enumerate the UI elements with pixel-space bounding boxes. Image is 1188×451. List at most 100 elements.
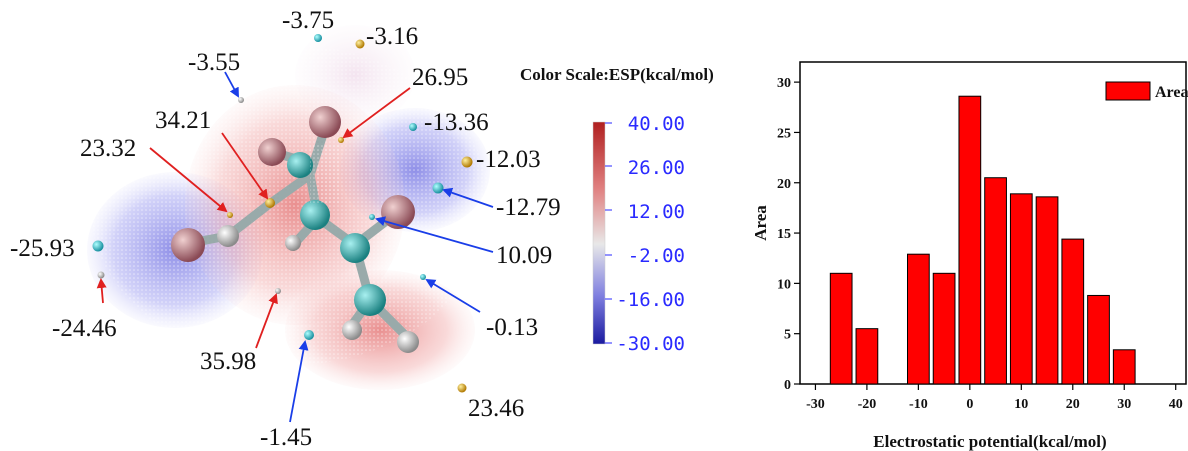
atom-surface-dots	[310, 145, 340, 205]
y-tick-label: 0	[784, 378, 791, 393]
esp-label: -13.36	[424, 109, 489, 136]
esp-label: -12.03	[476, 146, 541, 173]
y-axis-label: Area	[751, 205, 770, 241]
histogram-bars	[829, 95, 1136, 385]
esp-label: -3.75	[282, 7, 334, 34]
oxygen-atom	[309, 106, 341, 138]
x-axis-label: Electrostatic potential(kcal/mol)	[873, 432, 1106, 451]
arrow-red	[149, 147, 228, 213]
histogram-bar	[1112, 349, 1136, 385]
esp-extrema-markers	[92, 34, 473, 393]
esp-label: 10.09	[496, 242, 552, 269]
y-tick-label: 25	[777, 126, 791, 141]
legend: Area	[1105, 81, 1188, 101]
carbon-atom	[340, 233, 370, 263]
hydrogen-atom	[217, 225, 239, 247]
esp-label: 26.95	[412, 64, 468, 91]
color-scale-tick: -30.00	[616, 333, 685, 355]
histogram-bar	[1087, 294, 1110, 385]
x-axis-ticks: -30 -20 -10 0 10 20 30 40	[806, 384, 1183, 412]
color-scale-title: Color Scale:ESP(kcal/mol)	[520, 65, 714, 84]
arrow-blue	[425, 278, 481, 313]
histogram-bar	[1061, 238, 1085, 385]
esp-label: -3.55	[188, 49, 240, 76]
carbon-atom	[300, 200, 330, 230]
minimum-marker	[432, 182, 444, 194]
y-tick-label: 20	[777, 177, 791, 192]
x-tick-label: 0	[966, 397, 973, 412]
y-tick-label: 5	[784, 328, 791, 343]
esp-label: 34.21	[155, 107, 211, 134]
esp-label: -1.45	[260, 424, 312, 451]
minimum-marker	[238, 97, 244, 103]
oxygen-atom	[171, 228, 205, 262]
molecule-atoms	[171, 106, 419, 353]
esp-label: -12.79	[496, 194, 561, 221]
color-scale-bar	[592, 121, 606, 345]
y-axis-ticks: 0 5 10 15 20 25 30	[777, 76, 800, 393]
color-scale-tick: -16.00	[616, 289, 685, 311]
x-tick-label: 40	[1169, 397, 1183, 412]
minimum-marker	[92, 240, 104, 252]
maximum-marker	[275, 288, 281, 294]
legend-label: Area	[1155, 84, 1188, 101]
histogram-bar	[1035, 196, 1059, 385]
x-tick-label: 30	[1117, 397, 1131, 412]
color-scale: Color Scale:ESP(kcal/mol) 40.00 26.00 12…	[520, 65, 714, 355]
maximum-marker	[355, 39, 365, 49]
y-tick-label: 10	[777, 277, 791, 292]
annotation-arrows	[96, 71, 494, 423]
histogram-bar	[984, 177, 1007, 385]
minimum-marker	[304, 330, 314, 340]
arrow-red	[342, 87, 411, 139]
histogram-bar	[958, 95, 982, 385]
arrow-blue	[224, 71, 239, 98]
hydrogen-atom	[285, 235, 301, 251]
esp-surface	[87, 25, 490, 390]
esp-label: 23.32	[80, 135, 136, 162]
histogram-bar	[932, 272, 956, 385]
arrow-red	[96, 278, 107, 304]
hydrogen-atom	[342, 320, 362, 340]
color-scale-tick: 12.00	[628, 201, 685, 223]
minimum-marker	[314, 34, 322, 42]
esp-label: -3.16	[366, 23, 418, 50]
arrow-blue	[442, 187, 494, 208]
esp-label: 35.98	[200, 348, 256, 375]
arrow-blue	[289, 340, 309, 423]
oxygen-atom	[258, 138, 286, 166]
histogram-bar	[855, 328, 879, 385]
x-tick-label: -10	[909, 397, 928, 412]
maximum-marker	[265, 198, 275, 208]
minimum-marker	[420, 274, 426, 280]
color-scale-tick: 40.00	[628, 113, 685, 135]
y-tick-label: 30	[777, 76, 791, 91]
color-scale-tick: 26.00	[628, 157, 685, 179]
legend-swatch	[1105, 81, 1151, 101]
histogram-bar	[829, 272, 853, 385]
color-scale-tick: -2.00	[628, 245, 685, 267]
minimum-marker	[409, 123, 417, 131]
esp-label: -24.46	[52, 315, 117, 342]
esp-value-labels: -3.75 -3.16 -3.55 26.95 34.21 -13.36 23.…	[10, 7, 561, 451]
x-tick-label: -30	[806, 397, 825, 412]
hydrogen-atom	[397, 331, 419, 353]
histogram-bar	[907, 253, 930, 385]
arrow-red	[255, 293, 278, 349]
maximum-marker	[461, 156, 473, 168]
maximum-marker	[338, 137, 344, 143]
arrow-red	[221, 132, 269, 200]
maximum-marker	[457, 383, 467, 393]
maximum-marker	[227, 212, 233, 218]
carbon-atom	[287, 152, 313, 178]
x-tick-label: 10	[1014, 397, 1028, 412]
minimum-marker	[97, 271, 105, 279]
maximum-marker	[369, 214, 375, 220]
esp-label: -0.13	[486, 314, 538, 341]
y-tick-label: 15	[777, 227, 791, 242]
carbon-atom	[354, 284, 386, 316]
histogram-bar	[1009, 193, 1033, 385]
esp-label: 23.46	[468, 395, 524, 422]
arrow-blue	[375, 216, 494, 253]
